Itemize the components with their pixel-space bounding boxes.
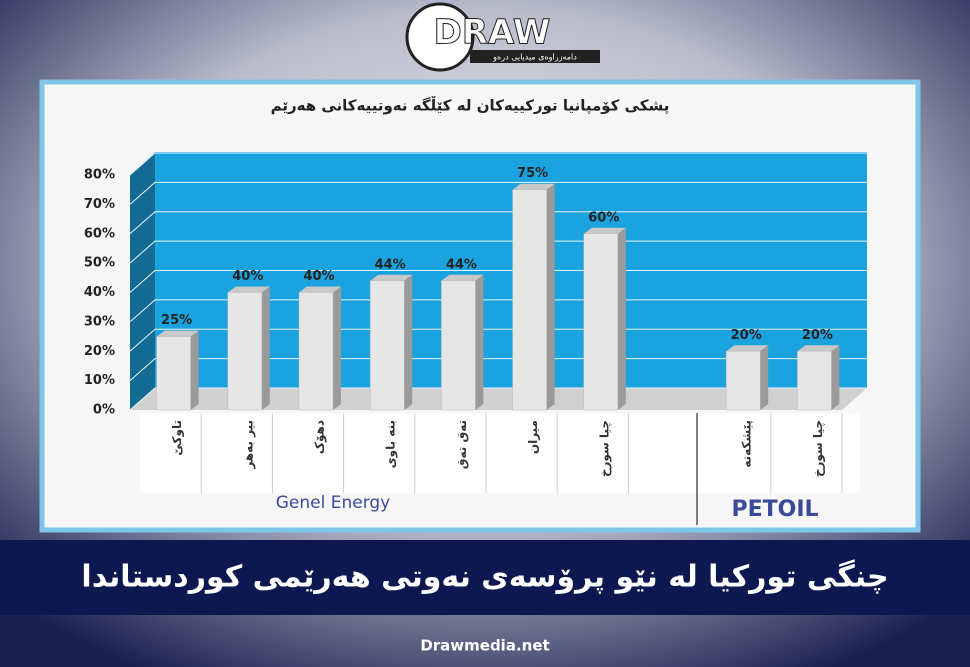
grid-line <box>129 240 867 264</box>
logo-tagline: دامەزراوەی میدیایی درەو <box>492 53 577 62</box>
plot: 0% 10% 20% 30% 40% 50% 60% 70% 80% تاوکێ 25% بیر بە… <box>84 152 867 493</box>
chart-title: پشکی کۆمپانیا تورکییەکان لە کێڵگە نەوتیی… <box>271 96 670 116</box>
data-label: 25% <box>161 313 192 328</box>
x-tick-label: دهۆک <box>313 420 328 454</box>
data-label: 20% <box>731 328 762 343</box>
y-tick-label: 70% <box>84 197 115 212</box>
data-label: 40% <box>303 269 334 284</box>
x-tick-label: تەق تەق <box>455 420 469 469</box>
y-tick-label: 10% <box>84 373 115 388</box>
bar-side <box>333 286 341 410</box>
bar-top <box>797 345 840 352</box>
grid-line <box>129 181 867 205</box>
bar <box>583 233 619 411</box>
y-tick-label: 50% <box>84 256 115 271</box>
headline-banner <box>0 540 970 615</box>
data-label: 44% <box>375 257 406 272</box>
y-tick-label: 0% <box>93 403 115 418</box>
x-tick-label: بیر بەهر <box>241 420 255 470</box>
logo-circle <box>405 2 475 72</box>
grid-line <box>129 270 867 293</box>
x-tick-label: چیا سورخ <box>597 420 612 477</box>
bar-top <box>156 330 199 337</box>
grid-line <box>129 211 867 235</box>
bar <box>156 336 191 411</box>
bar-side <box>760 345 769 410</box>
bar-top <box>583 227 626 234</box>
footer: Drawmedia.net <box>420 637 549 655</box>
bar <box>725 351 761 411</box>
category-band <box>140 413 860 493</box>
bar <box>298 292 334 411</box>
x-tick-label: بنە باوی <box>384 420 399 468</box>
grid-line <box>129 299 867 323</box>
bar <box>797 351 832 411</box>
y-tick-label: 60% <box>84 226 115 241</box>
x-tick-label: تاوکێ <box>170 420 185 456</box>
bar <box>512 189 547 411</box>
grid-line <box>129 152 867 176</box>
bar <box>227 292 263 411</box>
bar-side <box>261 286 270 410</box>
bar-top <box>512 183 555 190</box>
bar <box>441 280 476 411</box>
data-label: 75% <box>517 166 548 181</box>
bar-top <box>441 274 484 281</box>
company-logo: Genel Energy <box>276 493 391 513</box>
bar <box>369 280 405 411</box>
headline: چنگی تورکیا لە نێو پرۆسەی نەوتی هەرێمی ک… <box>81 559 888 595</box>
x-tick-label: چیا سورخ <box>811 420 826 477</box>
bar-side <box>475 274 484 410</box>
data-label: 44% <box>446 257 477 272</box>
data-label: 20% <box>802 328 833 343</box>
logo-tagline-bg <box>470 50 600 63</box>
bar-side <box>546 183 555 410</box>
grid-line <box>129 328 867 352</box>
logo-name: DRAW <box>434 13 551 53</box>
bar-side <box>404 274 413 410</box>
data-label: 60% <box>588 210 619 225</box>
bar-side <box>190 330 199 410</box>
company-logo: PETOIL <box>731 497 818 522</box>
grid-line <box>129 387 867 411</box>
y-tick-label: 20% <box>84 344 115 359</box>
data-label: 40% <box>232 269 263 284</box>
bar-top <box>370 274 413 281</box>
y-tick-label: 40% <box>84 285 115 300</box>
bar-side <box>617 227 626 410</box>
bar-top <box>299 286 341 293</box>
x-tick-label: میران <box>526 420 540 454</box>
y-tick-label: 80% <box>84 168 115 183</box>
bar-side <box>831 345 840 410</box>
bar-top <box>726 345 769 352</box>
grid-line <box>129 358 867 382</box>
bar-top <box>227 286 270 293</box>
y-tick-label: 30% <box>84 314 115 329</box>
x-tick-label: پێشکەتە <box>740 420 754 468</box>
